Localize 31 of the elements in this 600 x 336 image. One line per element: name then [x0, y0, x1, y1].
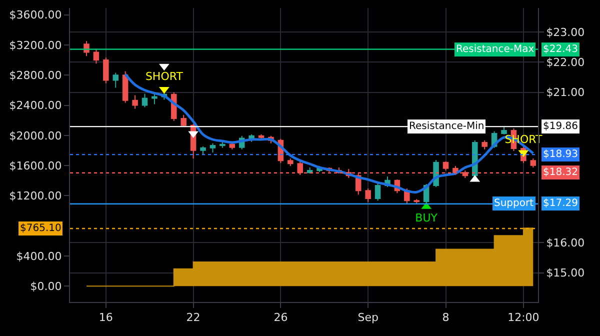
series-label: SHORT [145, 70, 184, 83]
x-tick-label: 26 [274, 311, 288, 324]
ref-line-label: Support [494, 198, 534, 209]
y2-tick-label: $23.00 [546, 26, 585, 39]
y2-tick-label: $22.00 [546, 56, 585, 70]
ref-line-label: Resistance-Max [456, 44, 534, 55]
ref-line-label: Resistance-Min [409, 121, 484, 132]
series-label: BUY [415, 211, 438, 224]
y2-tick-label: $22.43 [543, 44, 578, 55]
y-tick-label: $1600.00 [9, 159, 62, 172]
x-tick-label: 16 [98, 311, 113, 324]
y2-tick-label: $15.00 [546, 266, 585, 280]
y-tick-label: $0.00 [30, 280, 62, 294]
y-tick-label: $3600.00 [9, 8, 62, 22]
y-tick-label: $2400.00 [9, 99, 62, 112]
y2-tick-label: $18.93 [543, 149, 578, 160]
y2-tick-label: $16.00 [546, 236, 585, 250]
y-tick-label: $765.10 [20, 223, 62, 234]
y2-tick-label: $18.32 [543, 167, 578, 178]
y-tick-label: $2800.00 [9, 68, 62, 82]
x-tick-label: Sep [358, 311, 378, 324]
y-tick-label: $2000.00 [9, 129, 62, 142]
y2-tick-label: $17.29 [543, 198, 578, 209]
x-tick-label: 22 [186, 311, 200, 324]
y-tick-label: $400.00 [16, 250, 62, 263]
y-tick-label: $1200.00 [9, 190, 62, 203]
y2-tick-label: $19.86 [543, 121, 578, 132]
y-tick-label: $3200.00 [9, 38, 62, 52]
x-tick-label: 12:00 [508, 311, 540, 324]
x-tick-label: 8 [442, 311, 450, 324]
y2-tick-label: $21.00 [546, 86, 585, 100]
